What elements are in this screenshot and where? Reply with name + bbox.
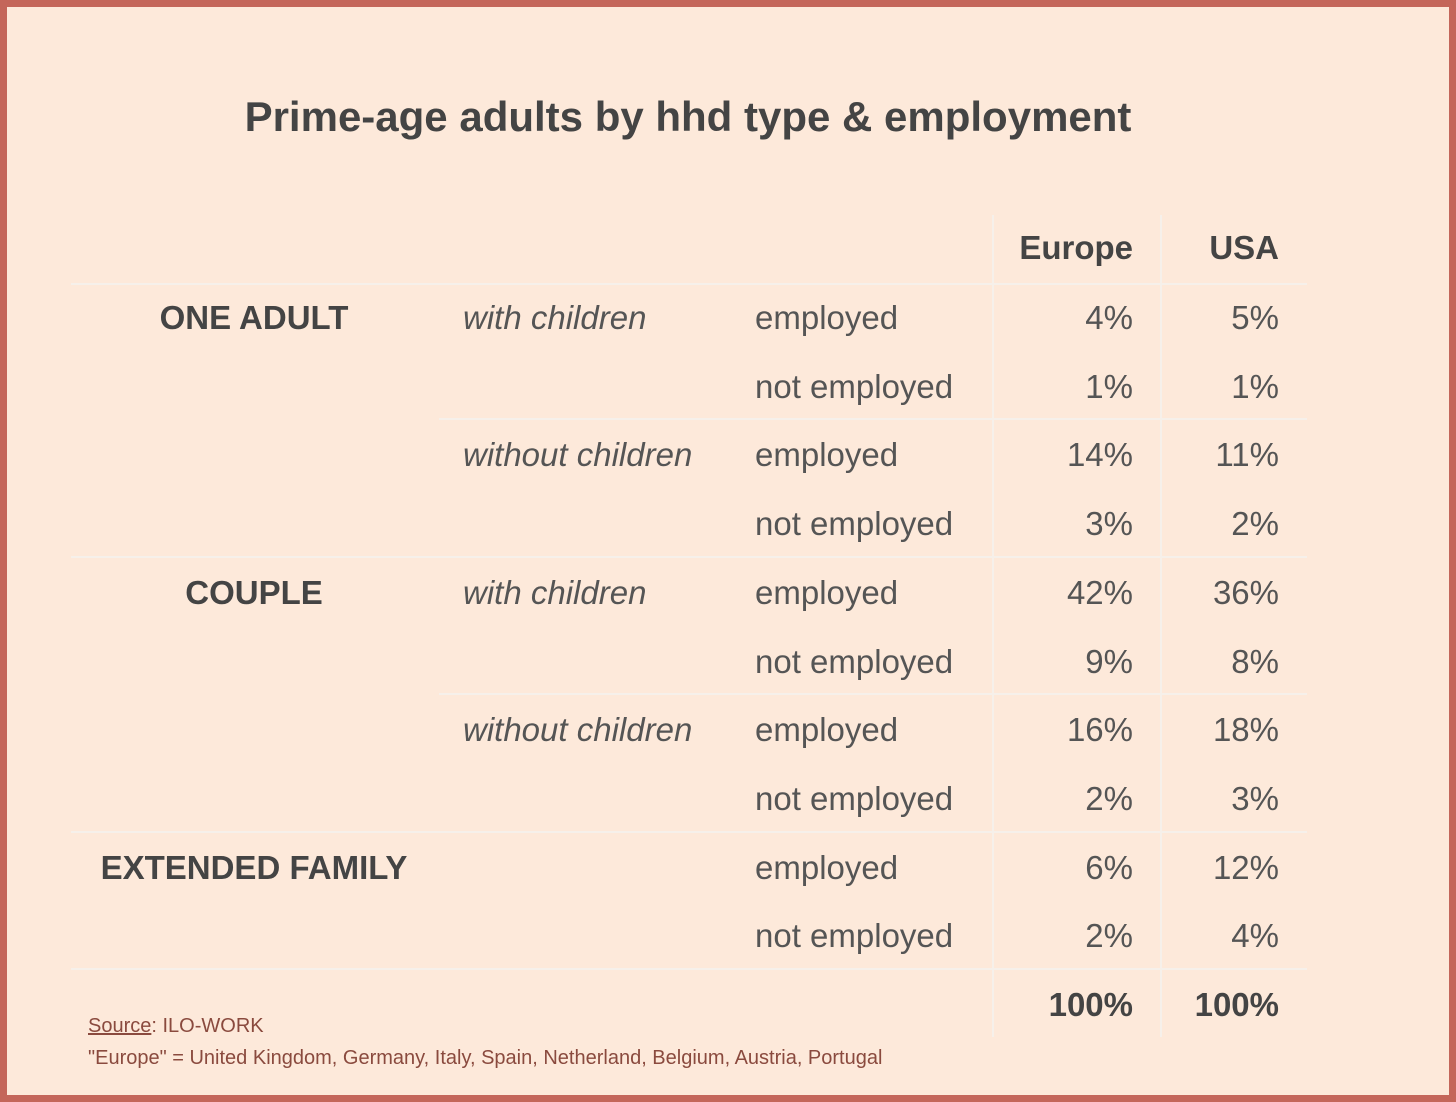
header-rule <box>71 283 1307 285</box>
totals-rule <box>71 968 1307 970</box>
employment-status-label: employed <box>755 299 899 336</box>
one-adult-subrule <box>439 418 1307 420</box>
value-europe: 9% <box>1085 643 1133 680</box>
total-usa: 100% <box>1194 986 1279 1023</box>
household-group-label: EXTENDED FAMILY <box>100 849 408 886</box>
value-europe: 6% <box>1085 849 1133 886</box>
employment-status-label: not employed <box>755 505 954 542</box>
column-divider-usa <box>1160 215 1162 1037</box>
value-usa: 12% <box>1212 849 1279 886</box>
employment-status-label: employed <box>755 849 899 886</box>
employment-status-label: not employed <box>755 643 954 680</box>
value-europe: 2% <box>1085 917 1133 954</box>
value-usa: 1% <box>1231 368 1279 405</box>
children-label: with children <box>463 574 647 611</box>
source-value: : ILO-WORK <box>151 1015 264 1037</box>
value-usa: 11% <box>1215 436 1279 473</box>
europe-note: "Europe" = United Kingdom, Germany, Ital… <box>88 1047 883 1069</box>
total-europe: 100% <box>1048 986 1133 1023</box>
source-line: Source: ILO-WORK <box>88 1015 264 1038</box>
chart-title: Prime-age adults by hhd type & employmen… <box>244 93 1132 140</box>
couple-subrule <box>439 693 1307 695</box>
value-europe: 4% <box>1085 299 1133 336</box>
column-divider-europe <box>992 215 994 1037</box>
source-label: Source <box>88 1015 152 1037</box>
employment-status-label: not employed <box>755 780 954 817</box>
couple-rule <box>71 831 1307 833</box>
value-usa: 3% <box>1231 780 1279 817</box>
employment-status-label: not employed <box>755 368 954 405</box>
value-usa: 5% <box>1231 299 1279 336</box>
employment-status-label: employed <box>755 574 899 611</box>
value-usa: 8% <box>1231 643 1279 680</box>
value-europe: 1% <box>1085 368 1133 405</box>
children-label: with children <box>463 299 647 336</box>
value-usa: 36% <box>1212 574 1279 611</box>
children-label: without children <box>463 711 693 748</box>
column-header-usa: USA <box>1209 229 1279 266</box>
household-group-label: ONE ADULT <box>159 299 349 336</box>
value-usa: 4% <box>1231 917 1279 954</box>
column-header-europe: Europe <box>1019 229 1133 266</box>
value-europe: 16% <box>1066 711 1133 748</box>
employment-status-label: employed <box>755 711 899 748</box>
value-usa: 2% <box>1231 505 1279 542</box>
employment-status-label: not employed <box>755 917 954 954</box>
value-europe: 3% <box>1085 505 1133 542</box>
one-adult-rule <box>71 556 1307 558</box>
value-europe: 2% <box>1085 780 1133 817</box>
value-europe: 42% <box>1066 574 1133 611</box>
household-group-label: COUPLE <box>185 574 323 611</box>
employment-status-label: employed <box>755 436 899 473</box>
value-usa: 18% <box>1212 711 1279 748</box>
value-europe: 14% <box>1066 436 1133 473</box>
children-label: without children <box>463 436 693 473</box>
